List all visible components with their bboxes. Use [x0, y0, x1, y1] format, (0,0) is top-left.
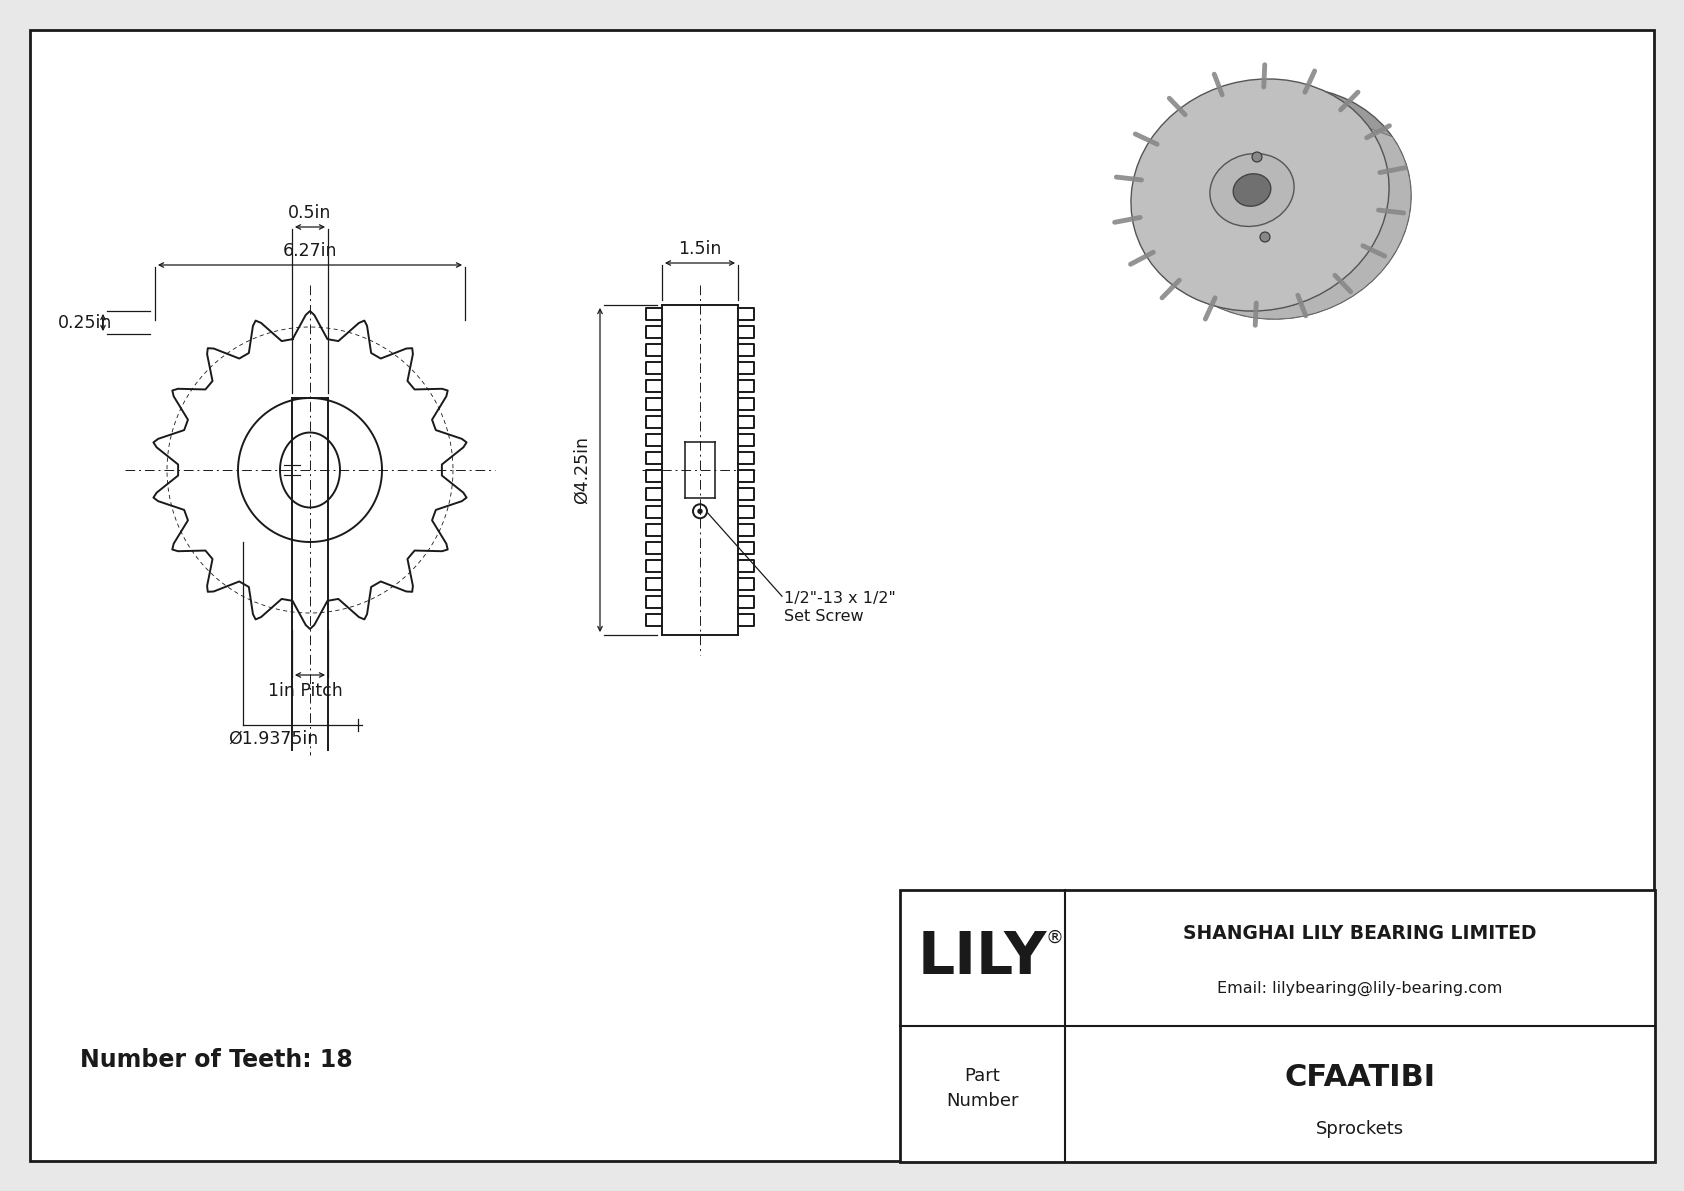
Circle shape — [1251, 152, 1261, 162]
Text: Ø1.9375in: Ø1.9375in — [227, 730, 318, 748]
Circle shape — [694, 504, 707, 518]
Ellipse shape — [1233, 174, 1271, 206]
Polygon shape — [1162, 129, 1411, 319]
Text: 0.5in: 0.5in — [288, 204, 332, 222]
Text: Sprockets: Sprockets — [1315, 1121, 1404, 1139]
Text: 6.27in: 6.27in — [283, 242, 337, 260]
Text: Part
Number: Part Number — [946, 1067, 1019, 1110]
Ellipse shape — [1209, 154, 1293, 226]
Text: Email: lilybearing@lily-bearing.com: Email: lilybearing@lily-bearing.com — [1218, 980, 1502, 996]
Ellipse shape — [1154, 87, 1411, 319]
Text: Ø4.25in: Ø4.25in — [573, 436, 591, 504]
Text: CFAATIBI: CFAATIBI — [1285, 1064, 1435, 1092]
Text: 1/2"-13 x 1/2"
Set Screw: 1/2"-13 x 1/2" Set Screw — [785, 591, 896, 624]
Text: SHANGHAI LILY BEARING LIMITED: SHANGHAI LILY BEARING LIMITED — [1184, 924, 1537, 943]
Text: 1.5in: 1.5in — [679, 241, 722, 258]
Circle shape — [1260, 232, 1270, 242]
Text: Number of Teeth: 18: Number of Teeth: 18 — [81, 1048, 352, 1072]
Text: 1in Pitch: 1in Pitch — [268, 682, 342, 700]
Bar — [899, 890, 1655, 1162]
Text: ®: ® — [1046, 929, 1064, 947]
Text: LILY: LILY — [918, 929, 1047, 986]
Text: 0.25in: 0.25in — [57, 313, 113, 331]
Circle shape — [697, 510, 702, 513]
Ellipse shape — [1132, 79, 1389, 311]
